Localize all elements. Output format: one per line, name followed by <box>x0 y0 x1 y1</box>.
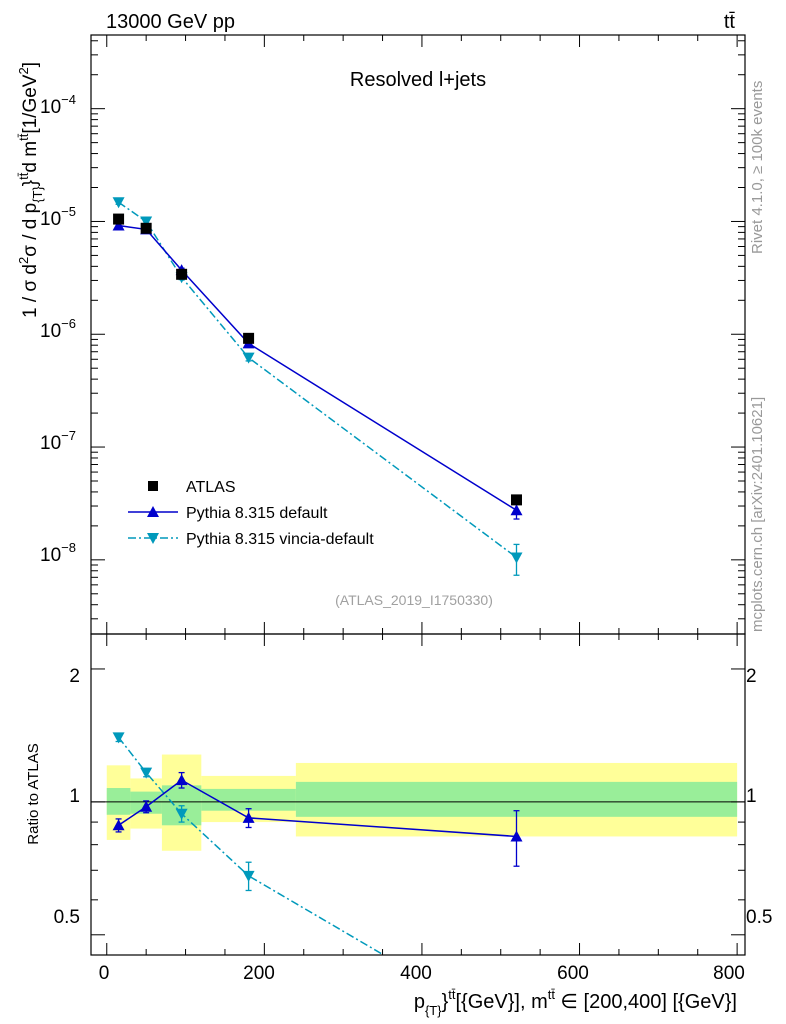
xtick-label-800: 800 <box>713 963 745 984</box>
main-point-atlas-2 <box>176 268 188 280</box>
rivet-version-label: Rivet 4.1.0, ≥ 100k events <box>749 81 766 254</box>
xtick-label-0: 0 <box>99 963 110 984</box>
process-label: tt̄ <box>724 11 736 33</box>
x-axis-label: p{T}}tt̄[{GeV}], mtt̄ ∈ [200,400] [{GeV}… <box>414 987 737 1018</box>
main-point-pythia-8-315-vincia-default-3 <box>242 352 255 364</box>
main-point-atlas-3 <box>243 332 255 344</box>
legend-marker-vincia <box>147 533 159 544</box>
ratio-ytick-label-right-1: 1 <box>746 786 757 807</box>
main-point-pythia-8-315-vincia-default-0 <box>112 197 125 209</box>
xtick-label-400: 400 <box>400 963 432 984</box>
analysis-id: (ATLAS_2019_I1750330) <box>335 592 493 608</box>
main-point-atlas-0 <box>113 213 125 225</box>
main-ytick-label-1e-5: 10−5 <box>40 204 76 230</box>
ratio-ytick-label-0.5: 0.5 <box>54 907 80 928</box>
legend-label-atlas: ATLAS <box>186 479 236 496</box>
ratio-point-pythia-8-315-vincia-default-2 <box>175 808 188 820</box>
ratio-ytick-label-right-2: 2 <box>746 666 757 687</box>
legend: ATLAS Pythia 8.315 default Pythia 8.315 … <box>128 479 374 548</box>
ratio-point-pythia-8-315-default-1 <box>140 800 153 812</box>
legend-marker-default <box>147 506 159 517</box>
main-point-pythia-8-315-default-0 <box>112 219 125 231</box>
ratio-point-pythia-8-315-default-3 <box>242 811 255 823</box>
main-y-axis-label: 1 / σ d2σ / d p{T}}tt̄d mtt̄[1/GeV2] <box>16 62 45 318</box>
main-ytick-label-1e-4: 10−4 <box>40 92 76 118</box>
ratio-y-axis-label: Ratio to ATLAS <box>25 743 42 844</box>
xtick-label-600: 600 <box>557 963 589 984</box>
ratio-point-pythia-8-315-default-2 <box>175 774 188 786</box>
ratio-point-pythia-8-315-default-0 <box>112 819 125 831</box>
main-line-pythia-8-315-default <box>118 224 517 511</box>
main-ytick-label-1e-7: 10−7 <box>40 428 76 454</box>
ratio-point-pythia-8-315-default-4 <box>510 830 523 842</box>
energy-label: 13000 GeV pp <box>106 11 235 33</box>
legend-marker-atlas <box>148 481 158 491</box>
ratio-point-pythia-8-315-vincia-default-0 <box>112 732 125 744</box>
main-point-atlas-1 <box>140 222 152 234</box>
main-ytick-label-1e-8: 10−8 <box>40 540 76 566</box>
ratio-ytick-label-1: 1 <box>69 786 80 807</box>
main-point-pythia-8-315-default-4 <box>510 504 523 516</box>
main-point-pythia-8-315-vincia-default-4 <box>510 552 523 564</box>
ratio-point-pythia-8-315-vincia-default-3 <box>242 870 255 882</box>
ratio-point-pythia-8-315-vincia-default-1 <box>140 767 153 779</box>
xtick-label-200: 200 <box>243 963 275 984</box>
main-ytick-label-1e-6: 10−6 <box>40 316 76 342</box>
ratio-ytick-label-2: 2 <box>69 666 80 687</box>
legend-label-vincia: Pythia 8.315 vincia-default <box>186 531 374 548</box>
main-point-atlas-4 <box>510 494 522 506</box>
mcplots-site-label: mcplots.cern.ch [arXiv:2401.10621] <box>749 397 766 632</box>
ratio-plot-frame <box>90 633 746 956</box>
ratio-ytick-label-right-0.5: 0.5 <box>746 907 772 928</box>
legend-label-default: Pythia 8.315 default <box>186 505 328 522</box>
plot-title: Resolved l+jets <box>350 69 486 91</box>
main-point-pythia-8-315-vincia-default-1 <box>140 216 153 228</box>
